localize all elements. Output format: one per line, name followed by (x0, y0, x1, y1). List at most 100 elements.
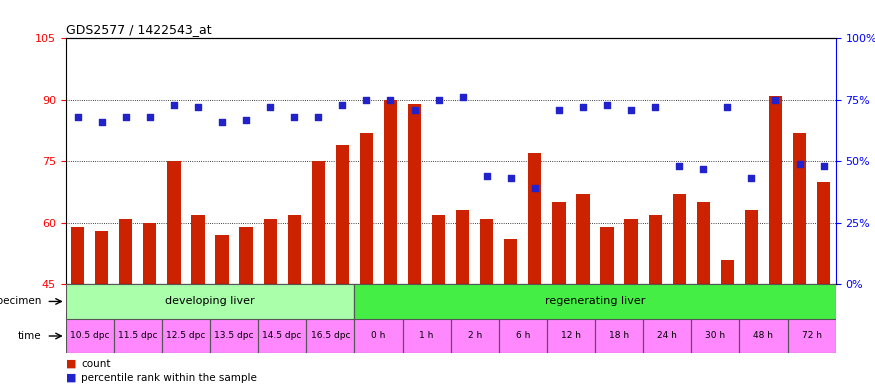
Bar (691, 319, 739, 353)
Point (504, 175, 518, 182)
Bar (528, 153, 542, 284)
Bar (71, 227, 84, 284)
Bar (817, 182, 830, 284)
Text: 0 h: 0 h (371, 331, 386, 341)
Bar (408, 104, 421, 284)
Bar (263, 218, 276, 284)
Text: 18 h: 18 h (609, 331, 629, 341)
Bar (432, 215, 445, 284)
Bar (451, 319, 499, 353)
Bar (739, 319, 788, 353)
Bar (66, 284, 354, 319)
Point (71, 114, 85, 120)
Bar (769, 96, 782, 284)
Text: 6 h: 6 h (515, 331, 530, 341)
Bar (114, 319, 162, 353)
Text: count: count (81, 359, 111, 369)
Bar (66, 284, 354, 319)
Bar (215, 235, 228, 284)
Text: 24 h: 24 h (657, 331, 677, 341)
Text: GDS2577 / 1422543_at: GDS2577 / 1422543_at (66, 23, 211, 36)
Point (600, 102, 614, 108)
Point (648, 104, 662, 110)
Point (215, 119, 229, 125)
Bar (745, 210, 758, 284)
Bar (354, 319, 402, 353)
Bar (95, 231, 108, 284)
Bar (793, 132, 806, 284)
Point (793, 161, 807, 167)
Bar (306, 319, 354, 353)
Point (576, 104, 590, 110)
Bar (552, 202, 565, 284)
Text: specimen: specimen (0, 296, 42, 306)
Bar (354, 319, 402, 353)
Bar (643, 319, 691, 353)
Text: ■: ■ (66, 359, 76, 369)
Point (816, 163, 830, 169)
Bar (384, 100, 397, 284)
Bar (402, 319, 451, 353)
Bar (696, 202, 710, 284)
Point (624, 107, 638, 113)
Bar (210, 319, 258, 353)
Bar (721, 260, 734, 284)
Point (167, 102, 181, 108)
Text: 12.5 dpc: 12.5 dpc (166, 331, 206, 341)
Text: percentile rank within the sample: percentile rank within the sample (81, 373, 257, 383)
Text: regenerating liver: regenerating liver (545, 296, 645, 306)
Bar (673, 194, 686, 284)
Point (456, 94, 470, 101)
Bar (119, 218, 132, 284)
Bar (402, 319, 451, 353)
Text: ■: ■ (66, 373, 76, 383)
Text: 16.5 dpc: 16.5 dpc (311, 331, 350, 341)
Bar (114, 319, 162, 353)
Text: 1 h: 1 h (419, 331, 434, 341)
Bar (354, 284, 836, 319)
Point (431, 97, 445, 103)
Point (335, 102, 349, 108)
Text: 13.5 dpc: 13.5 dpc (214, 331, 254, 341)
Bar (360, 132, 373, 284)
Text: 11.5 dpc: 11.5 dpc (118, 331, 158, 341)
Point (191, 104, 205, 110)
Bar (643, 319, 691, 353)
Bar (595, 319, 643, 353)
Bar (66, 319, 114, 353)
Bar (577, 194, 590, 284)
Bar (456, 210, 469, 284)
Text: time: time (18, 331, 42, 341)
Point (143, 114, 157, 120)
Bar (336, 145, 349, 284)
Bar (788, 319, 836, 353)
Point (480, 173, 494, 179)
Bar (192, 215, 205, 284)
Bar (499, 319, 547, 353)
Bar (258, 319, 306, 353)
Bar (162, 319, 210, 353)
Bar (240, 227, 253, 284)
Text: 10.5 dpc: 10.5 dpc (70, 331, 109, 341)
Bar (504, 239, 517, 284)
Bar (499, 319, 547, 353)
Point (672, 163, 686, 169)
Bar (312, 161, 325, 284)
Point (94, 119, 108, 125)
Bar (547, 319, 595, 353)
Text: 2 h: 2 h (467, 331, 482, 341)
Bar (480, 218, 494, 284)
Point (768, 97, 782, 103)
Bar (167, 161, 180, 284)
Text: 12 h: 12 h (561, 331, 581, 341)
Bar (595, 319, 643, 353)
Point (408, 107, 422, 113)
Point (696, 166, 710, 172)
Bar (739, 319, 788, 353)
Point (312, 114, 326, 120)
Point (383, 97, 397, 103)
Bar (258, 319, 306, 353)
Bar (648, 215, 662, 284)
Bar (210, 319, 258, 353)
Bar (547, 319, 595, 353)
